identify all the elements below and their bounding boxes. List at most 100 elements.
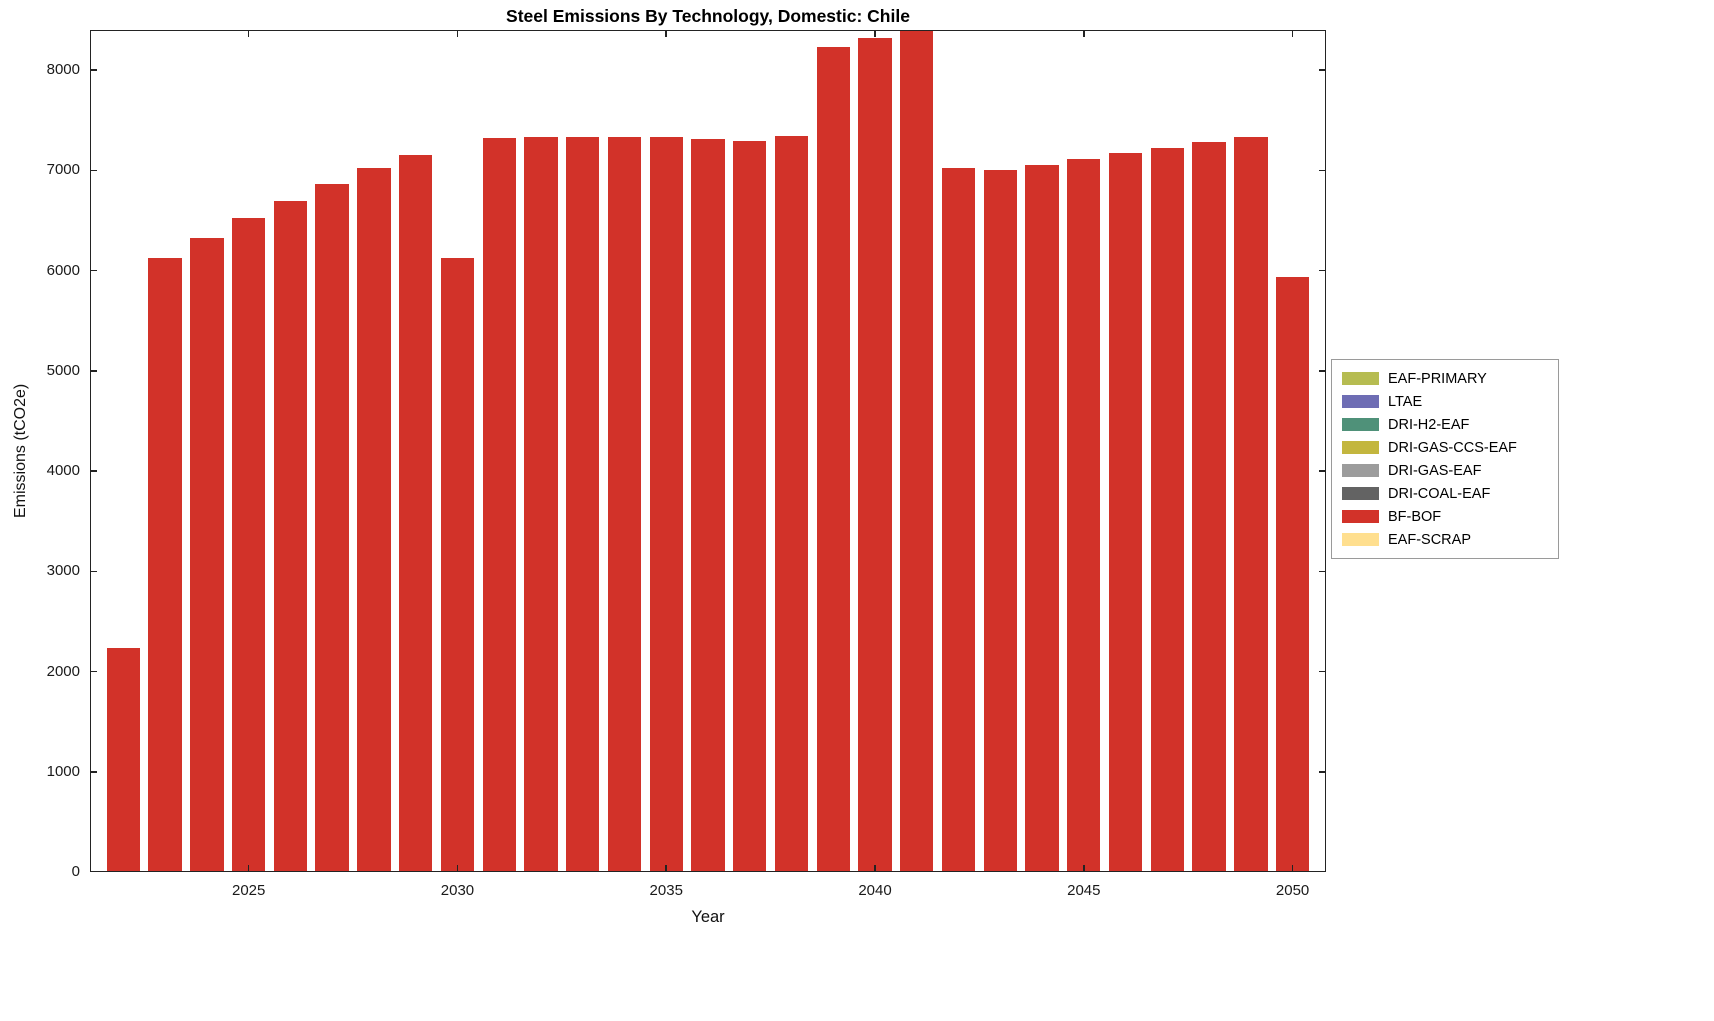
- x-tick-mark: [1083, 30, 1085, 37]
- legend-entry: DRI-GAS-EAF: [1342, 459, 1548, 482]
- x-tick-mark: [874, 30, 876, 37]
- bar-2029: [399, 155, 433, 872]
- y-tick-label: 1000: [46, 762, 80, 780]
- chart-title: Steel Emissions By Technology, Domestic:…: [506, 6, 910, 26]
- bar-2047: [1150, 148, 1184, 872]
- y-tick-mark: [1319, 470, 1326, 472]
- bar-2036: [691, 139, 725, 872]
- legend-label: EAF-PRIMARY: [1388, 370, 1487, 387]
- legend-swatch: [1342, 487, 1379, 500]
- bar-2030: [440, 257, 475, 872]
- y-tick-mark: [90, 771, 97, 773]
- legend-label: EAF-SCRAP: [1388, 531, 1471, 548]
- bar-2035: [649, 137, 683, 872]
- bar-2049: [1234, 137, 1268, 872]
- x-tick-mark: [1291, 30, 1294, 37]
- legend-label: BF-BOF: [1388, 508, 1442, 525]
- y-tick-mark: [1319, 69, 1326, 71]
- bar-2034: [607, 137, 642, 872]
- x-tick-label: 2030: [440, 882, 475, 899]
- y-tick-mark: [90, 570, 97, 573]
- legend-entry: EAF-PRIMARY: [1342, 367, 1548, 390]
- bar-2040: [858, 38, 892, 872]
- x-tick-label: 2025: [231, 882, 266, 899]
- bar-2022: [106, 648, 141, 872]
- y-tick-mark: [1319, 670, 1326, 673]
- legend-entry: DRI-GAS-CCS-EAF: [1342, 436, 1548, 459]
- bar-2046: [1108, 153, 1143, 872]
- legend-label: DRI-H2-EAF: [1388, 416, 1470, 433]
- y-tick-mark: [90, 871, 97, 872]
- bar-2027: [315, 184, 349, 872]
- legend: EAF-PRIMARY LTAE DRI-H2-EAF DRI-GAS-CCS-EAF…: [1331, 359, 1559, 559]
- bar-2032: [524, 137, 558, 872]
- y-tick-mark: [1319, 771, 1326, 773]
- x-tick-mark: [1083, 865, 1085, 872]
- bar-2033: [566, 137, 600, 872]
- y-tick-label: 8000: [46, 61, 80, 79]
- y-tick-mark: [1319, 370, 1326, 372]
- y-tick-mark: [1319, 871, 1326, 872]
- x-tick-label: 2035: [649, 882, 683, 899]
- bar-2041: [900, 30, 934, 872]
- y-tick-label: 5000: [46, 361, 80, 379]
- legend-swatch: [1342, 441, 1379, 454]
- bar-2038: [774, 136, 809, 872]
- y-tick-label: 7000: [46, 161, 80, 179]
- y-tick-mark: [90, 169, 97, 172]
- bar-2039: [816, 47, 850, 872]
- y-tick-mark: [90, 370, 97, 372]
- y-tick-mark: [1319, 269, 1326, 272]
- y-tick-label: 2000: [46, 662, 80, 680]
- bar-2045: [1067, 159, 1101, 872]
- bar-2050: [1275, 276, 1310, 872]
- x-tick-mark: [456, 865, 459, 872]
- x-tick-mark: [247, 30, 250, 37]
- y-tick-mark: [90, 69, 97, 71]
- bar-2048: [1192, 142, 1226, 872]
- bar-2031: [482, 138, 516, 872]
- y-tick-mark: [90, 670, 97, 673]
- legend-label: DRI-COAL-EAF: [1388, 485, 1491, 502]
- bar-2023: [148, 257, 182, 872]
- bar-2024: [190, 237, 224, 872]
- x-tick-mark: [456, 30, 459, 37]
- bar-2042: [941, 168, 976, 872]
- bar-2025: [231, 218, 266, 872]
- x-tick-label: 2040: [858, 882, 892, 899]
- x-tick-mark: [665, 30, 667, 37]
- bar-2026: [273, 201, 308, 872]
- y-tick-label: 3000: [46, 562, 80, 580]
- x-tick-mark: [665, 865, 667, 872]
- legend-swatch: [1342, 510, 1379, 523]
- legend-entry: DRI-COAL-EAF: [1342, 482, 1548, 505]
- y-tick-mark: [90, 470, 97, 472]
- legend-swatch: [1342, 418, 1379, 431]
- x-tick-mark: [247, 865, 250, 872]
- y-tick-label: 6000: [46, 261, 80, 279]
- x-tick-mark: [874, 865, 876, 872]
- legend-label: LTAE: [1388, 393, 1423, 410]
- legend-label: DRI-GAS-EAF: [1388, 462, 1482, 479]
- x-tick-mark: [1291, 865, 1294, 872]
- y-tick-mark: [90, 269, 97, 272]
- legend-entry: LTAE: [1342, 390, 1548, 413]
- bar-2044: [1025, 165, 1059, 872]
- legend-entry: DRI-H2-EAF: [1342, 413, 1548, 436]
- x-tick-label: 2045: [1067, 882, 1101, 899]
- x-axis-label: Year: [691, 908, 725, 926]
- bar-2037: [733, 141, 767, 872]
- legend-entry: EAF-SCRAP: [1342, 528, 1548, 551]
- legend-entry: BF-BOF: [1342, 505, 1548, 528]
- legend-swatch: [1342, 533, 1379, 546]
- bar-2043: [983, 170, 1017, 872]
- bar-2028: [357, 168, 391, 872]
- x-tick-label: 2050: [1275, 882, 1310, 899]
- legend-swatch: [1342, 464, 1379, 477]
- legend-label: DRI-GAS-CCS-EAF: [1388, 439, 1517, 456]
- plot-area: [90, 30, 1326, 872]
- legend-swatch: [1342, 372, 1379, 385]
- y-tick-mark: [1319, 169, 1326, 172]
- y-tick-mark: [1319, 570, 1326, 573]
